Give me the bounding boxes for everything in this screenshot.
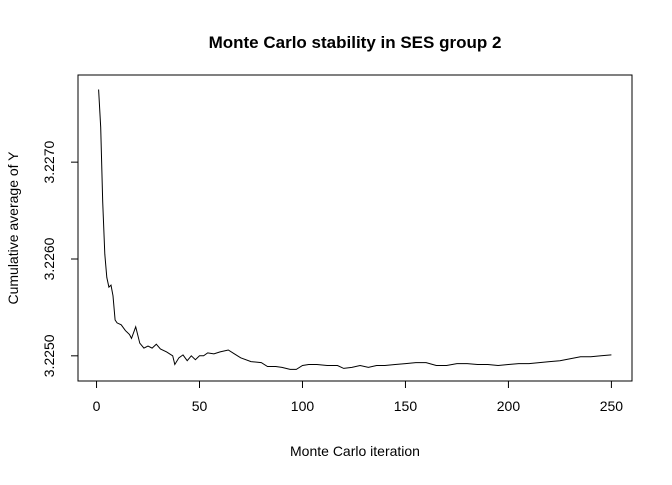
x-axis: 0 50 100 150 200 250 bbox=[93, 380, 624, 414]
x-tick-label: 100 bbox=[291, 398, 315, 414]
x-tick-label: 0 bbox=[93, 398, 101, 414]
x-axis-label: Monte Carlo iteration bbox=[290, 443, 420, 459]
x-tick-label: 150 bbox=[394, 398, 418, 414]
x-tick-label: 50 bbox=[192, 398, 208, 414]
y-axis-label: Cumulative average of Y bbox=[5, 151, 21, 305]
chart-title: Monte Carlo stability in SES group 2 bbox=[209, 33, 502, 52]
series-line bbox=[98, 89, 612, 370]
plot-box bbox=[77, 74, 633, 382]
x-tick-label: 250 bbox=[600, 398, 624, 414]
y-tick-label: 3.2260 bbox=[41, 237, 57, 280]
x-tick-label: 200 bbox=[497, 398, 521, 414]
y-axis: 3.2250 3.2260 3.2270 bbox=[41, 141, 79, 377]
y-tick-label: 3.2270 bbox=[41, 141, 57, 184]
y-tick-label: 3.2250 bbox=[41, 334, 57, 377]
